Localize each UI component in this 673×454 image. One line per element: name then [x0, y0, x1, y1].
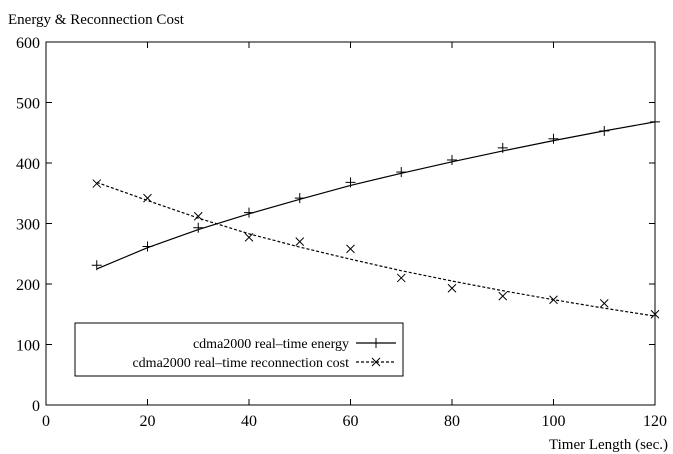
marker-stroke	[371, 357, 381, 367]
legend: cdma2000 real–time energy cdma2000 real–t…	[74, 322, 404, 377]
series-line	[96, 181, 656, 317]
x-axis-title: Timer Length (sec.)	[549, 437, 668, 453]
legend-label: cdma2000 real–time energy	[193, 337, 349, 352]
plus-marker	[193, 222, 204, 233]
x-tick-label: 100	[542, 413, 566, 430]
y-tick-label: 300	[16, 217, 40, 234]
plus-marker	[396, 167, 407, 178]
plus-marker	[447, 154, 457, 165]
y-tick-label: 0	[32, 398, 40, 415]
legend-box	[74, 322, 404, 377]
marker-stroke	[396, 273, 406, 283]
plus-marker	[91, 260, 102, 271]
marker-stroke	[193, 211, 203, 221]
marker-stroke	[599, 299, 609, 308]
plus-marker	[599, 125, 610, 136]
axis-ticks: 0 20 40 60 80 100 120 0 100 200 300 400 500 600	[16, 35, 667, 430]
cross-marker	[599, 299, 609, 308]
cross-marker	[549, 295, 558, 305]
series-reconnection-cost	[92, 179, 660, 319]
cross-marker	[244, 233, 254, 242]
cross-marker	[447, 283, 457, 293]
x-tick-label: 80	[444, 413, 460, 430]
series-layer	[91, 116, 660, 319]
marker-stroke	[549, 295, 558, 305]
x-tick-label: 40	[241, 413, 257, 430]
plus-marker	[650, 116, 660, 127]
marker-stroke	[244, 233, 254, 242]
plus-marker	[294, 193, 305, 204]
x-tick-label: 60	[343, 413, 359, 430]
cross-marker	[143, 193, 152, 203]
plus-marker	[244, 207, 254, 218]
series-energy	[91, 116, 660, 271]
cross-marker	[396, 273, 406, 283]
x-tick-label: 0	[42, 413, 50, 430]
y-tick-label: 400	[16, 156, 40, 173]
y-tick-label: 100	[16, 338, 40, 355]
marker-stroke	[92, 179, 102, 188]
cross-marker	[346, 244, 355, 254]
x-tick-label: 120	[643, 413, 667, 430]
series-line	[96, 121, 656, 270]
plus-marker	[345, 177, 356, 188]
y-tick-label: 600	[16, 35, 40, 52]
cross-marker	[650, 309, 660, 319]
marker-stroke	[346, 244, 355, 254]
cross-marker	[371, 357, 381, 367]
cross-marker	[498, 291, 508, 301]
y-axis-title: Energy & Reconnection Cost	[8, 12, 185, 28]
marker-stroke	[650, 309, 660, 319]
legend-label: cdma2000 real–time reconnection cost	[132, 356, 349, 371]
y-tick-label: 500	[16, 96, 40, 113]
marker-stroke	[295, 237, 305, 247]
y-tick-label: 200	[16, 277, 40, 294]
cross-marker	[92, 179, 102, 188]
plus-marker	[142, 241, 153, 252]
plus-marker	[548, 133, 559, 144]
marker-stroke	[498, 291, 508, 301]
plus-marker	[497, 142, 508, 153]
x-tick-label: 20	[140, 413, 156, 430]
cross-marker	[295, 237, 305, 247]
plus-marker	[371, 338, 381, 348]
marker-stroke	[447, 283, 457, 293]
cross-marker	[193, 211, 203, 221]
marker-stroke	[143, 193, 152, 203]
